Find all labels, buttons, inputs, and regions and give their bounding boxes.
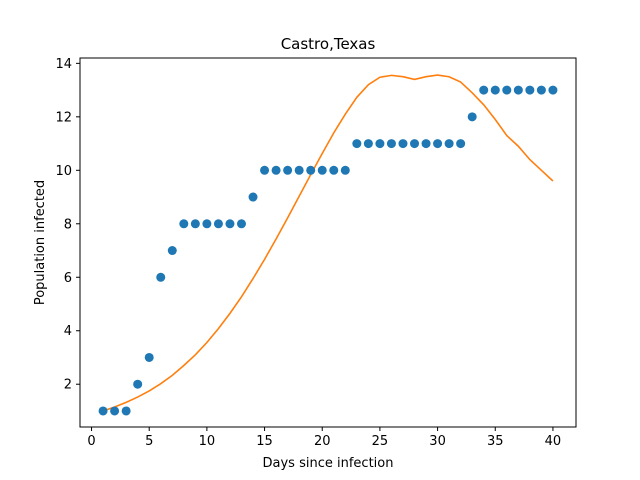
y-tick-label: 6: [64, 271, 72, 286]
data-point: [294, 165, 304, 175]
data-point: [213, 219, 223, 229]
y-tick-label: 12: [55, 110, 72, 125]
data-point: [260, 165, 270, 175]
data-point: [456, 139, 466, 149]
data-point: [202, 219, 212, 229]
data-point: [110, 406, 120, 416]
data-point: [386, 139, 396, 149]
chart-title: Castro,Texas: [281, 35, 376, 53]
data-point: [236, 219, 246, 229]
data-point: [225, 219, 235, 229]
data-point: [536, 85, 546, 95]
data-point: [502, 85, 512, 95]
data-point: [144, 352, 154, 362]
data-point: [398, 139, 408, 149]
data-point: [490, 85, 500, 95]
axes-frame: [79, 57, 577, 428]
ticks: 0 5 10 15 20 25 30 35 40 2 4 6 8 10 12 14: [55, 57, 561, 449]
data-point: [179, 219, 189, 229]
x-tick-label: 10: [199, 434, 216, 449]
data-point: [271, 165, 281, 175]
data-point: [479, 85, 489, 95]
data-point: [329, 165, 339, 175]
y-tick-label: 8: [64, 217, 72, 232]
data-point: [133, 379, 143, 389]
y-tick-label: 4: [64, 324, 72, 339]
data-point: [98, 406, 108, 416]
data-point: [340, 165, 350, 175]
y-tick-label: 2: [64, 378, 72, 393]
data-point: [513, 85, 523, 95]
x-axis-label: Days since infection: [263, 456, 394, 471]
y-tick-label: 14: [55, 57, 72, 72]
data-point: [283, 165, 293, 175]
data-point: [363, 139, 373, 149]
x-tick-label: 40: [545, 434, 562, 449]
y-axis-label: Population infected: [33, 180, 48, 305]
data-point: [375, 139, 385, 149]
data-point: [548, 85, 558, 95]
x-tick-label: 0: [87, 434, 95, 449]
x-tick-label: 5: [145, 434, 153, 449]
fit-line: [102, 74, 554, 412]
x-tick-label: 20: [314, 434, 331, 449]
data-point: [248, 192, 258, 202]
data-point: [317, 165, 327, 175]
data-point: [306, 165, 316, 175]
data-point: [433, 139, 443, 149]
x-tick-label: 25: [372, 434, 389, 449]
data-point: [190, 219, 200, 229]
data-point: [410, 139, 420, 149]
data-point: [421, 139, 431, 149]
y-tick-label: 10: [55, 164, 72, 179]
data-point: [167, 246, 177, 256]
data-point: [444, 139, 454, 149]
data-point: [467, 112, 477, 122]
data-point: [156, 272, 166, 282]
x-tick-label: 15: [256, 434, 273, 449]
x-tick-label: 35: [487, 434, 504, 449]
data-point: [121, 406, 131, 416]
plot-area: [98, 74, 558, 416]
data-point: [352, 139, 362, 149]
x-tick-label: 30: [429, 434, 446, 449]
data-point: [525, 85, 535, 95]
